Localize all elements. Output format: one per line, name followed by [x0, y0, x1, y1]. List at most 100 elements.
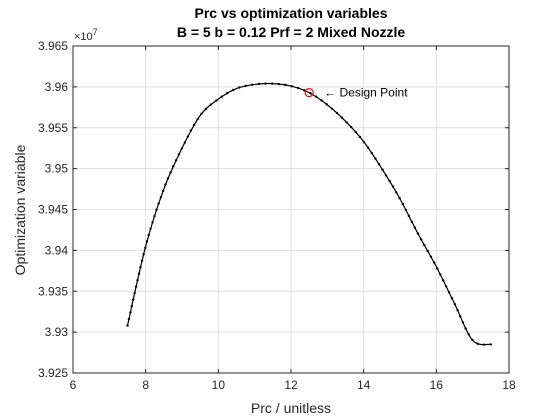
series-point	[374, 157, 377, 160]
series-point	[309, 92, 312, 95]
series-point	[450, 297, 454, 300]
series-point	[354, 130, 357, 134]
series-point	[157, 202, 160, 205]
y-tick-label: 3.95	[45, 162, 69, 176]
series-point	[388, 179, 391, 183]
series-point	[381, 168, 384, 171]
series-line	[126, 82, 491, 346]
x-tick-label: 14	[357, 378, 371, 392]
series-point	[133, 291, 136, 295]
grid-lines	[73, 46, 509, 373]
series-point	[395, 191, 398, 194]
x-tick-label: 18	[502, 378, 516, 392]
series-point	[144, 246, 147, 250]
series-point	[145, 240, 149, 243]
series-point	[349, 125, 353, 129]
series-point	[453, 303, 457, 306]
series-point	[419, 238, 423, 241]
series-point	[151, 221, 154, 224]
series-point	[426, 249, 429, 253]
series-point	[159, 195, 163, 199]
series-point	[476, 342, 479, 345]
series-point	[377, 162, 381, 166]
series-point	[429, 255, 433, 258]
series-point	[132, 298, 135, 301]
series-point	[314, 95, 318, 98]
series-point	[447, 291, 451, 294]
chart-title-line1: Prc vs optimization variables	[195, 5, 388, 21]
series	[126, 82, 493, 346]
annotations: ← Design Point	[304, 86, 408, 100]
series-point	[166, 177, 170, 180]
series-point	[340, 116, 344, 119]
series-point	[161, 189, 165, 193]
series-point	[366, 146, 370, 149]
series-point	[200, 112, 203, 115]
series-point	[129, 311, 132, 314]
chart-title-line2: B = 5 b = 0.12 Prf = 2 Mixed Nozzle	[177, 24, 406, 40]
y-axis-label: Optimization variable	[12, 144, 28, 275]
series-point	[126, 324, 129, 327]
y-exponent-base: ×10	[74, 31, 93, 43]
series-point	[149, 227, 152, 230]
series-point	[174, 159, 178, 162]
series-point	[270, 82, 274, 85]
series-point	[330, 107, 334, 110]
series-point	[137, 272, 141, 275]
series-point	[172, 165, 175, 168]
series-point	[423, 244, 426, 247]
series-point	[177, 153, 181, 156]
series-point	[136, 278, 139, 282]
series-point	[404, 208, 408, 212]
series-point	[147, 233, 150, 237]
x-tick-label: 10	[212, 378, 226, 392]
series-point	[398, 197, 401, 200]
y-tick-label: 3.96	[45, 80, 69, 94]
series-point	[471, 338, 474, 342]
series-point	[134, 285, 138, 288]
series-point	[155, 208, 158, 211]
series-point	[264, 82, 267, 85]
design-point-marker	[304, 87, 314, 98]
series-point	[290, 85, 294, 88]
series-point	[189, 129, 193, 132]
y-tick-label: 3.965	[38, 39, 68, 53]
series-point	[127, 317, 131, 321]
series-point	[139, 266, 142, 269]
x-tick-label: 16	[430, 378, 444, 392]
y-tick-label: 3.955	[38, 121, 68, 135]
series-point	[220, 95, 223, 98]
series-point	[183, 141, 187, 144]
series-point	[461, 321, 465, 324]
series-point	[153, 214, 156, 218]
series-point	[196, 117, 199, 121]
series-point	[362, 140, 366, 144]
y-tick-label: 3.945	[38, 203, 68, 217]
series-point	[180, 147, 184, 150]
series-point	[384, 174, 388, 177]
x-tick-label: 6	[70, 378, 77, 392]
y-tick-label: 3.935	[38, 284, 68, 298]
series-point	[215, 99, 218, 102]
x-axis-label: Prc / unitless	[251, 400, 331, 416]
series-point	[442, 279, 445, 282]
series-point	[284, 83, 287, 87]
x-tick-label: 8	[142, 378, 149, 392]
y-tick-label: 3.94	[45, 243, 69, 257]
series-point	[297, 86, 300, 90]
y-exponent-power: 7	[93, 27, 98, 37]
series-point	[407, 214, 411, 218]
y-exponent-label: ×107	[74, 27, 98, 43]
series-point	[231, 88, 235, 92]
series-point	[277, 82, 280, 86]
series-point	[335, 111, 339, 115]
series-point	[238, 86, 241, 89]
series-point	[391, 185, 395, 188]
series-point	[257, 82, 261, 86]
series-point	[209, 103, 213, 106]
series-point	[436, 267, 439, 270]
series-point	[192, 123, 196, 127]
series-point	[164, 183, 167, 186]
series-point	[444, 285, 448, 288]
